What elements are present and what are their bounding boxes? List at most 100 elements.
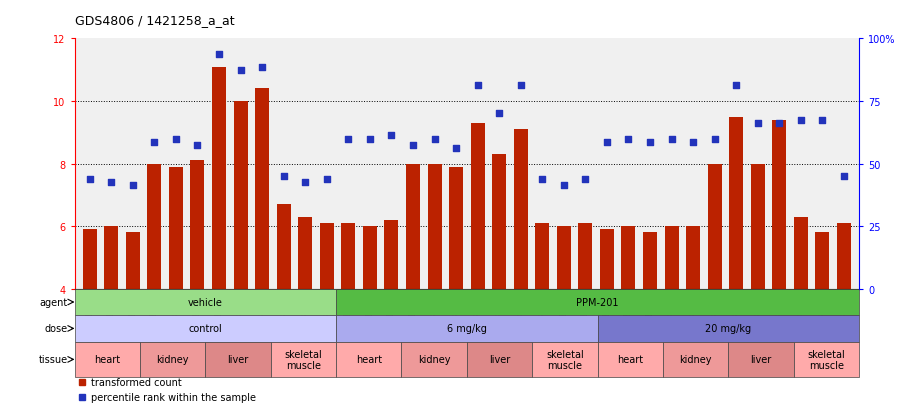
Bar (363, 227, 377, 289)
Bar (467, 342, 532, 377)
Bar (598, 316, 859, 342)
Point (535, 176, 550, 183)
Bar (664, 227, 679, 289)
Bar (579, 223, 592, 289)
Point (126, 183, 140, 189)
Bar (206, 342, 271, 377)
Bar (598, 342, 662, 377)
Bar (319, 223, 334, 289)
Point (298, 180, 312, 186)
Bar (384, 221, 399, 289)
Point (427, 136, 441, 142)
Text: transformed count: transformed count (91, 377, 182, 387)
Bar (255, 89, 269, 289)
Bar (514, 130, 528, 289)
Point (255, 64, 269, 71)
Point (751, 120, 765, 127)
Point (729, 83, 743, 89)
Bar (336, 316, 598, 342)
Text: kidney: kidney (157, 354, 189, 365)
Bar (126, 233, 140, 289)
Text: vehicle: vehicle (188, 297, 223, 307)
Text: heart: heart (356, 354, 382, 365)
Point (557, 183, 571, 189)
Text: agent: agent (40, 297, 68, 307)
Bar (212, 67, 226, 289)
Bar (140, 342, 206, 377)
Text: dose: dose (45, 324, 68, 334)
Text: heart: heart (95, 354, 120, 365)
Text: liver: liver (751, 354, 772, 365)
Point (449, 145, 463, 152)
Bar (728, 342, 794, 377)
Point (319, 176, 334, 183)
Bar (147, 164, 161, 289)
Point (83, 176, 97, 183)
Point (686, 139, 701, 146)
Bar (535, 223, 550, 289)
Point (384, 133, 399, 139)
Text: tissue: tissue (39, 354, 68, 365)
Point (341, 136, 356, 142)
Bar (234, 102, 248, 289)
Point (707, 136, 722, 142)
Text: skeletal
muscle: skeletal muscle (807, 349, 845, 370)
Text: heart: heart (617, 354, 643, 365)
Bar (492, 155, 506, 289)
Bar (406, 164, 420, 289)
Point (212, 52, 227, 58)
Bar (75, 342, 140, 377)
Point (836, 173, 851, 180)
Point (147, 139, 162, 146)
Bar (622, 227, 635, 289)
Bar (105, 227, 118, 289)
Bar (837, 223, 851, 289)
Bar (600, 230, 614, 289)
Bar (532, 342, 598, 377)
Point (772, 120, 786, 127)
Bar (751, 164, 764, 289)
Text: GDS4806 / 1421258_a_at: GDS4806 / 1421258_a_at (75, 14, 234, 27)
Text: kidney: kidney (680, 354, 712, 365)
Bar (336, 289, 859, 316)
Text: liver: liver (489, 354, 511, 365)
Text: kidney: kidney (418, 354, 450, 365)
Bar (643, 233, 657, 289)
Point (277, 173, 291, 180)
Bar (794, 342, 859, 377)
Text: 20 mg/kg: 20 mg/kg (705, 324, 752, 334)
Point (794, 117, 808, 124)
Point (104, 180, 118, 186)
Point (168, 136, 183, 142)
Bar (428, 164, 441, 289)
Point (815, 117, 830, 124)
Bar (298, 217, 312, 289)
Point (362, 136, 377, 142)
Bar (277, 205, 290, 289)
Point (492, 111, 507, 117)
Bar (662, 342, 728, 377)
Bar (773, 121, 786, 289)
Text: control: control (188, 324, 222, 334)
Point (406, 142, 420, 149)
Point (642, 139, 657, 146)
Point (578, 176, 592, 183)
Point (664, 136, 679, 142)
Point (190, 142, 205, 149)
Bar (449, 167, 463, 289)
Bar (470, 123, 485, 289)
Point (470, 83, 485, 89)
Bar (815, 233, 829, 289)
Bar (341, 223, 355, 289)
Bar (686, 227, 700, 289)
Point (513, 83, 528, 89)
Point (600, 139, 614, 146)
Text: 6 mg/kg: 6 mg/kg (447, 324, 487, 334)
Bar (708, 164, 722, 289)
Text: skeletal
muscle: skeletal muscle (285, 349, 322, 370)
Point (622, 136, 636, 142)
Bar (190, 161, 205, 289)
Bar (83, 230, 96, 289)
Bar (75, 289, 336, 316)
Bar (401, 342, 467, 377)
